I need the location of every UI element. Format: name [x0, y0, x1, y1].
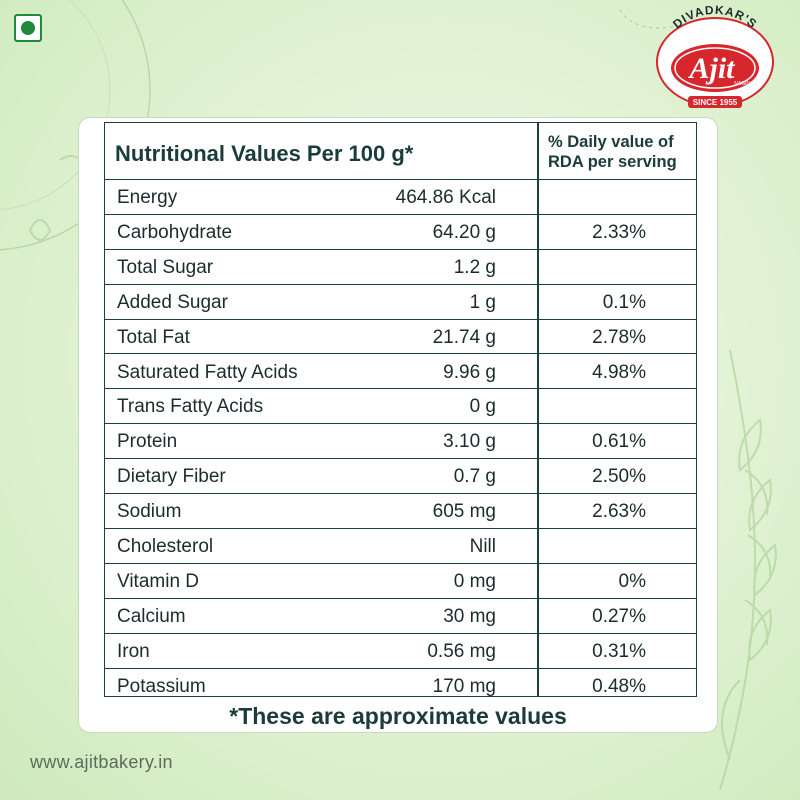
nutrient-name: Energy	[117, 187, 178, 208]
nutrition-table: Nutritional Values Per 100 g* % Daily va…	[104, 122, 697, 697]
nutrient-value: 1.2 g	[453, 256, 496, 278]
svg-text:NAGPUR: NAGPUR	[734, 81, 756, 87]
table-row: Vitamin D 0 mg 0%	[105, 564, 696, 599]
daily-value: 2.50%	[592, 466, 646, 488]
table-row: Calcium 30 mg 0.27%	[105, 599, 696, 634]
table-row: Total Fat 21.74 g 2.78%	[105, 320, 696, 355]
nutrient-name: Calcium	[117, 605, 186, 627]
table-row: Saturated Fatty Acids 9.96 g 4.98%	[105, 355, 696, 390]
daily-value: 4.98%	[592, 361, 646, 383]
website-link[interactable]: www.ajitbakery.in	[30, 752, 173, 772]
footnote: *These are approximate values	[229, 703, 567, 729]
nutrient-value: 3.10 g	[443, 431, 496, 453]
daily-value: 0.61%	[592, 431, 646, 453]
nutrient-name: Dietary Fiber	[117, 466, 226, 488]
nutrient-name: Saturated Fatty Acids	[117, 361, 298, 383]
nutrient-value: 0.7 g	[453, 466, 496, 488]
rda-header-line1: % Daily value of	[548, 133, 674, 151]
nutrient-value: 464.86 Kcal	[395, 187, 496, 208]
svg-text:SINCE 1955: SINCE 1955	[693, 98, 738, 107]
nutrient-value: 170 mg	[432, 675, 496, 697]
nutrition-card	[78, 117, 718, 733]
daily-value: 2.63%	[592, 501, 646, 523]
nutrient-name: Protein	[117, 431, 178, 453]
nutrient-value: 9.96 g	[443, 361, 496, 383]
daily-value: 2.33%	[592, 221, 646, 243]
nutrient-name: Cholesterol	[117, 536, 214, 557]
nutrient-name: Iron	[117, 640, 150, 662]
nutrient-value: 0.56 mg	[427, 640, 496, 662]
table-row: Sodium 605 mg 2.63%	[105, 494, 696, 529]
daily-value: 2.78%	[592, 326, 646, 348]
ajit-logo: DIVADKAR'S Ajit NAGPUR SINCE 1955	[656, 3, 774, 108]
nutrient-value: 21.74 g	[432, 326, 496, 348]
table-row: Cholesterol Nill	[105, 529, 696, 564]
nutrient-name: Potassium	[117, 675, 206, 697]
nutrient-name: Total Sugar	[117, 256, 214, 278]
table-title: Nutritional Values Per 100 g*	[115, 141, 414, 166]
table-row: Iron 0.56 mg 0.31%	[105, 634, 696, 669]
table-row: Dietary Fiber 0.7 g 2.50%	[105, 459, 696, 495]
table-row: Total Sugar 1.2 g	[105, 250, 696, 285]
nutrient-value: 0 g	[469, 396, 496, 418]
daily-value: 0%	[618, 570, 646, 592]
nutrient-value: 605 mg	[432, 501, 496, 523]
nutrient-value: 1 g	[469, 291, 496, 313]
nutrient-name: Total Fat	[117, 326, 190, 348]
table-row: Added Sugar 1 g 0.1%	[105, 285, 696, 320]
table-row: Carbohydrate 64.20 g 2.33%	[105, 215, 696, 250]
table-row: Potassium 170 mg 0.48%	[105, 669, 696, 704]
nutrient-name: Vitamin D	[117, 570, 200, 592]
nutrient-value: Nill	[469, 536, 496, 557]
nutrient-name: Added Sugar	[117, 291, 228, 313]
nutrient-name: Carbohydrate	[117, 221, 233, 243]
table-header: Nutritional Values Per 100 g* % Daily va…	[105, 123, 696, 180]
table-row: Trans Fatty Acids 0 g	[105, 389, 696, 425]
nutrient-name: Sodium	[117, 501, 182, 523]
table-row: Protein 3.10 g 0.61%	[105, 424, 696, 460]
daily-value: 0.31%	[592, 640, 646, 662]
daily-value: 0.1%	[602, 291, 646, 313]
daily-value: 0.27%	[592, 605, 646, 627]
nutrient-value: 64.20 g	[432, 221, 496, 243]
daily-value: 0.48%	[592, 675, 646, 697]
rda-header: % Daily value of RDA per serving	[548, 132, 693, 172]
nutrient-value: 30 mg	[443, 605, 496, 627]
nutrient-value: 0 mg	[453, 570, 496, 592]
nutrient-name: Trans Fatty Acids	[117, 396, 264, 418]
veg-symbol-icon	[14, 14, 42, 42]
column-divider	[537, 123, 539, 696]
table-row: Energy 464.86 Kcal	[105, 180, 696, 215]
rda-header-line2: RDA per serving	[548, 153, 677, 171]
svg-text:Ajit: Ajit	[687, 52, 736, 85]
